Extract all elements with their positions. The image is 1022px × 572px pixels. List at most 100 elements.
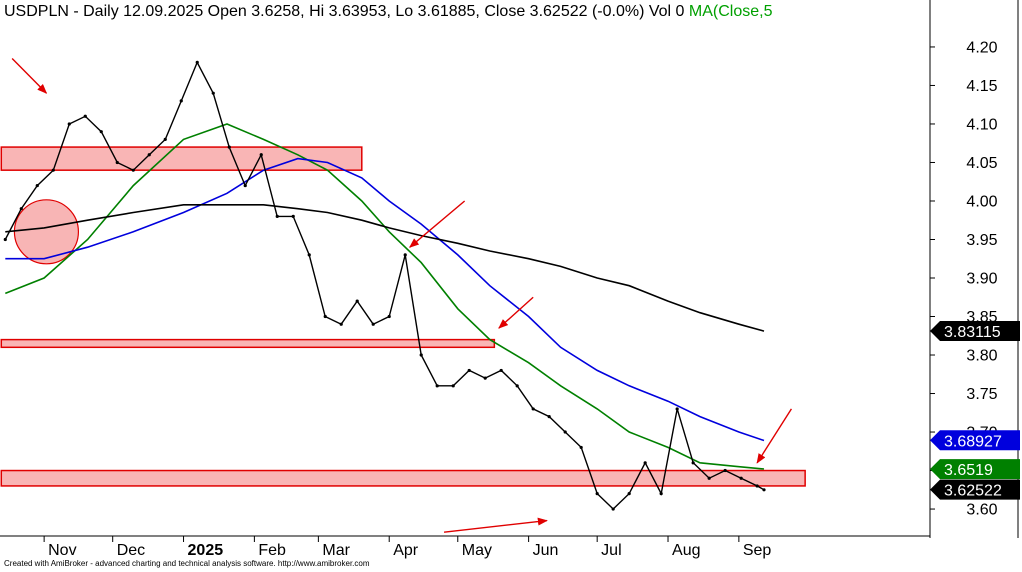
price-point bbox=[243, 183, 247, 188]
price-point bbox=[675, 407, 679, 411]
ticker-label: USDPLN bbox=[4, 3, 69, 20]
price-point bbox=[35, 183, 39, 188]
support-circle bbox=[13, 199, 80, 265]
price-point bbox=[579, 445, 583, 450]
axis-marker-label: 3.6519 bbox=[944, 462, 993, 479]
axis-marker-box bbox=[930, 430, 1020, 451]
y-tick-label: 4.00 bbox=[966, 193, 997, 210]
y-tick-label: 4.15 bbox=[966, 78, 997, 95]
x-tick-label: Dec bbox=[117, 542, 145, 559]
price-point bbox=[435, 384, 439, 388]
price-point bbox=[211, 91, 215, 95]
price-point bbox=[339, 322, 343, 326]
resistance-zone-2 bbox=[0, 338, 496, 349]
price-point bbox=[275, 214, 279, 218]
price-point bbox=[3, 237, 7, 242]
price-point bbox=[291, 214, 295, 218]
price-point bbox=[19, 207, 23, 211]
price-point bbox=[762, 488, 766, 492]
y-tick-label: 3.95 bbox=[966, 232, 997, 249]
axis-marker: 3.83115 bbox=[930, 321, 1020, 342]
axis-marker-label: 3.83115 bbox=[944, 324, 1001, 341]
price-point bbox=[691, 461, 695, 465]
price-point bbox=[627, 492, 631, 496]
price-point bbox=[723, 468, 727, 473]
price-point bbox=[67, 122, 71, 126]
y-tick-label: 4.05 bbox=[966, 155, 997, 172]
y-tick-label: 4.20 bbox=[966, 39, 997, 56]
ma-long-line bbox=[5, 204, 765, 332]
price-point bbox=[515, 384, 519, 388]
axis-marker: 3.6519 bbox=[930, 459, 1020, 480]
x-tick-label: May bbox=[462, 542, 492, 559]
x-tick-label: Aug bbox=[672, 542, 700, 559]
price-point bbox=[547, 415, 551, 419]
axis-marker: 3.68927 bbox=[930, 430, 1020, 451]
x-tick-label: Nov bbox=[48, 542, 76, 559]
axis-marker-box bbox=[930, 459, 1020, 480]
resistance-zone-3 bbox=[0, 469, 806, 487]
price-point bbox=[419, 353, 423, 357]
price-point bbox=[451, 384, 455, 388]
ma-mid-line bbox=[5, 157, 765, 442]
price-point bbox=[131, 168, 135, 172]
annotation-arrow bbox=[409, 200, 466, 248]
price-point bbox=[227, 145, 231, 149]
ma-short-line bbox=[5, 123, 765, 470]
y-tick-label: 3.90 bbox=[966, 271, 997, 288]
price-point bbox=[755, 484, 759, 488]
highlight-circle bbox=[13, 199, 80, 265]
price-point bbox=[659, 492, 663, 496]
y-tick-label: 3.60 bbox=[966, 502, 997, 519]
axis-marker-box bbox=[930, 479, 1020, 500]
chart-axes: 3.603.653.703.753.803.853.903.954.004.05… bbox=[0, 0, 1019, 559]
annotation-arrow bbox=[756, 408, 793, 464]
ma-label: MA(Close,5 bbox=[688, 3, 773, 20]
x-tick-label: Mar bbox=[322, 542, 350, 559]
price-point bbox=[51, 168, 55, 172]
annotation-arrow bbox=[11, 58, 48, 94]
price-point bbox=[371, 322, 375, 326]
x-tick-label: Apr bbox=[393, 542, 419, 559]
price-point bbox=[259, 153, 263, 157]
price-point bbox=[403, 253, 407, 257]
y-tick-label: 3.80 bbox=[966, 348, 997, 365]
annotation-arrow bbox=[498, 296, 534, 329]
price-point bbox=[307, 253, 311, 257]
price-point bbox=[179, 99, 183, 103]
axis-marker-label: 3.62522 bbox=[944, 483, 1002, 500]
price-point bbox=[355, 299, 359, 303]
price-point bbox=[531, 407, 535, 411]
price-point bbox=[643, 461, 647, 465]
price-point bbox=[707, 476, 711, 480]
resistance-zones bbox=[0, 146, 806, 487]
chart-title: USDPLN - Daily 12.09.2025 Open 3.6258, H… bbox=[4, 3, 772, 21]
price-point bbox=[115, 160, 119, 165]
price-series bbox=[3, 60, 766, 511]
y-tick-label: 3.75 bbox=[966, 386, 997, 403]
resistance-zone-1 bbox=[0, 146, 363, 171]
software-credit: Created with AmiBroker - advanced charti… bbox=[4, 559, 370, 568]
x-tick-label: Sep bbox=[743, 542, 772, 559]
ohlc-info: - Daily 12.09.2025 Open 3.6258, Hi 3.639… bbox=[68, 3, 689, 20]
price-point bbox=[99, 130, 103, 134]
price-point bbox=[595, 492, 599, 496]
x-tick-label: 2025 bbox=[188, 542, 224, 559]
price-point bbox=[611, 507, 615, 511]
price-point bbox=[387, 314, 391, 319]
axis-markers: 3.83115 3.68927 3.6519 3.62522 bbox=[930, 321, 1020, 500]
price-point bbox=[467, 368, 471, 373]
annotation-arrow bbox=[443, 517, 548, 533]
price-point bbox=[323, 314, 327, 319]
moving-averages bbox=[5, 123, 765, 470]
x-tick-label: Jun bbox=[533, 542, 559, 559]
price-point bbox=[147, 153, 151, 157]
annotation-arrows bbox=[11, 58, 793, 533]
axis-marker: 3.62522 bbox=[930, 479, 1020, 500]
x-tick-label: Jul bbox=[601, 542, 621, 559]
price-point bbox=[483, 376, 487, 380]
axis-marker-label: 3.68927 bbox=[944, 433, 1002, 450]
x-tick-label: Feb bbox=[258, 542, 286, 559]
price-point bbox=[499, 368, 503, 373]
